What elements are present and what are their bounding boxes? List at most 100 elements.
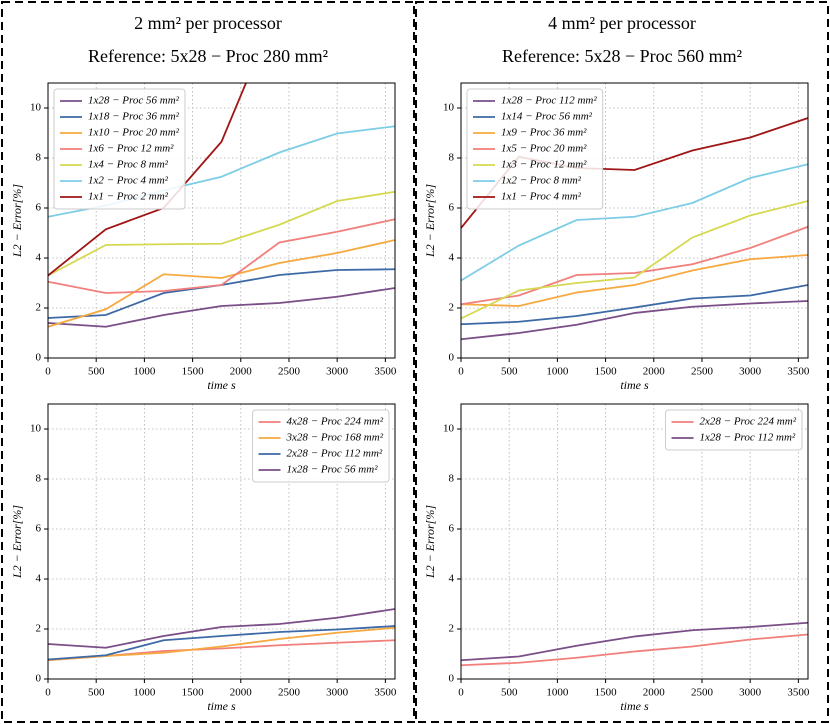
legend-label: 1x1 − Proc 2 mm² [88,191,169,203]
x-tick-label: 0 [458,687,464,699]
series-line [461,200,808,320]
column-subtitle: Reference: 5x28 − Proc 280 mm² [88,46,328,66]
x-tick-label: 0 [458,366,464,378]
x-axis-label: time s [207,699,236,713]
series-line [461,300,808,341]
x-tick-label: 1000 [546,687,569,699]
series-line [461,163,808,282]
column-title: 4 mm² per processor [548,13,696,33]
series-line [48,190,395,277]
series-line [48,608,395,649]
x-tick-label: 3000 [326,687,349,699]
legend: 4x28 − Proc 224 mm² 3x28 − Proc 168 mm² 2x… [252,409,390,483]
series-line [48,239,395,328]
series-line [48,287,395,328]
y-tick-label: 4 [36,573,42,585]
legend-label: 1x1 − Proc 4 mm² [501,191,582,203]
y-axis-label: L2 − Error[%] [423,505,437,579]
y-tick-label: 10 [443,102,455,114]
y-tick-label: 6 [449,523,455,535]
column-box [1,1,415,723]
legend-label: 1x18 − Proc 36 mm² [88,111,180,123]
x-axis-label: time s [620,699,649,713]
x-tick-label: 1500 [595,687,618,699]
legend-box [665,409,803,451]
y-tick-label: 10 [30,102,42,114]
y-tick-label: 0 [449,352,455,364]
legend: 1x28 − Proc 56 mm² 1x18 − Proc 36 mm² 1x10… [53,88,186,210]
y-tick-label: 4 [449,252,455,264]
x-tick-label: 3000 [739,366,762,378]
y-tick-label: 0 [36,673,42,685]
x-tick-label: 2000 [230,366,253,378]
x-tick-label: 3500 [374,366,397,378]
x-tick-label: 3000 [326,366,349,378]
legend: 1x28 − Proc 112 mm² 1x14 − Proc 56 mm² 1x9… [466,88,604,210]
x-tick-label: 2500 [691,366,714,378]
x-tick-label: 3500 [787,366,810,378]
legend-label: 4x28 − Proc 224 mm² [287,416,384,428]
y-tick-label: 8 [449,473,455,485]
series-line [461,254,808,307]
y-tick-label: 0 [449,673,455,685]
y-tick-label: 2 [36,302,42,314]
y-tick-label: 6 [36,202,42,214]
legend-label: 1x28 − Proc 112 mm² [700,432,796,444]
column-box [415,1,829,723]
legend-label: 1x5 − Proc 20 mm² [501,143,587,155]
x-axis-label: time s [207,378,236,392]
plot-frame [47,403,396,680]
legend-label: 1x2 − Proc 4 mm² [88,175,169,187]
x-tick-label: 500 [501,366,518,378]
legend-label: 1x28 − Proc 56 mm² [287,464,379,476]
y-tick-label: 8 [36,473,42,485]
x-tick-label: 2000 [643,366,666,378]
legend-box [466,88,604,210]
y-tick-label: 4 [449,573,455,585]
y-tick-label: 2 [36,623,42,635]
series-line [48,218,395,294]
legend-label: 2x28 − Proc 112 mm² [287,448,383,460]
series-line [461,284,808,326]
x-tick-label: 500 [88,687,105,699]
y-tick-label: 2 [449,302,455,314]
x-tick-label: 2000 [230,687,253,699]
y-axis-label: L2 − Error[%] [423,184,437,258]
legend-label: 2x28 − Proc 224 mm² [700,416,797,428]
series-line [48,625,395,661]
legend-label: 3x28 − Proc 168 mm² [286,432,384,444]
y-tick-label: 8 [36,152,42,164]
x-tick-label: 1000 [133,687,156,699]
legend-label: 1x9 − Proc 36 mm² [501,127,587,139]
series-line [461,621,808,662]
column-subtitle: Reference: 5x28 − Proc 560 mm² [502,46,742,66]
x-tick-label: 0 [45,366,51,378]
series-line [461,225,808,306]
x-tick-label: 1500 [182,687,205,699]
legend: 2x28 − Proc 224 mm² 1x28 − Proc 112 mm² [665,409,803,451]
x-tick-label: 3000 [739,687,762,699]
legend-label: 1x28 − Proc 112 mm² [501,95,597,107]
x-tick-label: 3500 [787,687,810,699]
y-tick-label: 10 [443,423,455,435]
legend-label: 1x4 − Proc 8 mm² [88,159,169,171]
plot-frame [47,82,396,359]
y-tick-label: 6 [449,202,455,214]
y-tick-label: 4 [36,252,42,264]
plot-frame [460,82,809,359]
x-tick-label: 2500 [278,687,301,699]
legend-label: 1x2 − Proc 8 mm² [501,175,582,187]
x-tick-label: 1500 [595,366,618,378]
x-tick-label: 1000 [133,366,156,378]
legend-box [252,409,390,483]
x-tick-label: 0 [45,687,51,699]
legend-label: 1x3 − Proc 12 mm² [501,159,587,171]
x-tick-label: 500 [501,687,518,699]
x-axis-label: time s [620,378,649,392]
y-axis-label: L2 − Error[%] [10,184,24,258]
y-tick-label: 6 [36,523,42,535]
x-tick-label: 3500 [374,687,397,699]
series-line [461,633,808,667]
legend-label: 1x28 − Proc 56 mm² [88,95,180,107]
